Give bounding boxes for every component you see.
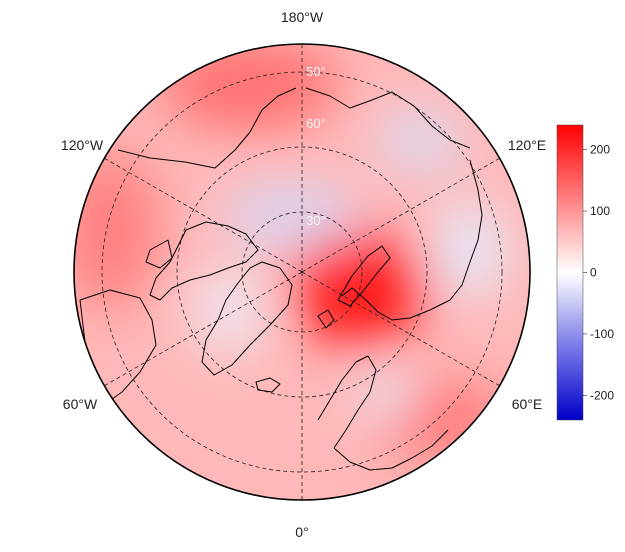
europe-coast xyxy=(333,429,449,471)
scandinavia-coast xyxy=(317,355,377,449)
lon-label-120w: 120°W xyxy=(61,137,104,153)
latitude-circle-70 xyxy=(176,146,428,398)
canadian-archipelago-coast xyxy=(149,221,259,301)
lon-label-0: 0° xyxy=(295,524,308,540)
anomaly-field xyxy=(74,44,530,500)
iceland-coast xyxy=(255,377,281,393)
scandinavia-negative xyxy=(355,370,415,420)
colorbar-tick-label: -200 xyxy=(590,388,614,402)
lat-label-outer: 50° xyxy=(306,64,326,79)
meridian-60w xyxy=(103,271,303,387)
colorbar-ticks: 200 100 0 -100 -200 xyxy=(583,143,614,402)
lon-label-180w: 180°W xyxy=(281,9,324,25)
kara-sea-maximum xyxy=(290,230,430,350)
okhotsk-negative xyxy=(375,110,465,170)
meridian-120e xyxy=(301,157,501,273)
hudson-bay-coast xyxy=(145,239,173,269)
siberia-coast xyxy=(429,159,483,311)
alaska-coast xyxy=(117,87,297,169)
central-arctic-negative xyxy=(220,185,360,245)
colorbar-tick-label: -100 xyxy=(590,327,614,341)
lat-label-middle: 60° xyxy=(306,116,326,131)
lat-label-inner: 30° xyxy=(306,213,326,228)
colorbar-tick-label: 0 xyxy=(590,266,597,280)
novaya-zemlya-coast xyxy=(337,245,391,307)
latitude-circle-60 xyxy=(101,71,503,473)
lon-label-60w: 60°W xyxy=(63,396,98,412)
greenland-weak xyxy=(190,265,270,355)
chukotka-coast xyxy=(305,87,471,149)
map-frame xyxy=(73,43,531,501)
graticule xyxy=(101,44,503,500)
taymyr-coast xyxy=(341,287,431,321)
lon-label-120e: 120°E xyxy=(508,137,546,153)
lon-label-60e: 60°E xyxy=(512,396,543,412)
meridian-60e xyxy=(301,271,501,387)
svalbard-coast xyxy=(317,309,335,329)
coastlines xyxy=(79,87,483,471)
greenland-coast xyxy=(201,261,293,376)
colorbar-gradient xyxy=(557,125,583,420)
colorbar-tick-label: 100 xyxy=(590,204,610,218)
meridian-120w xyxy=(103,157,303,273)
colorbar: 200 100 0 -100 -200 xyxy=(556,124,614,421)
siberia-negative xyxy=(430,200,510,300)
colorbar-tick-label: 200 xyxy=(590,143,610,157)
